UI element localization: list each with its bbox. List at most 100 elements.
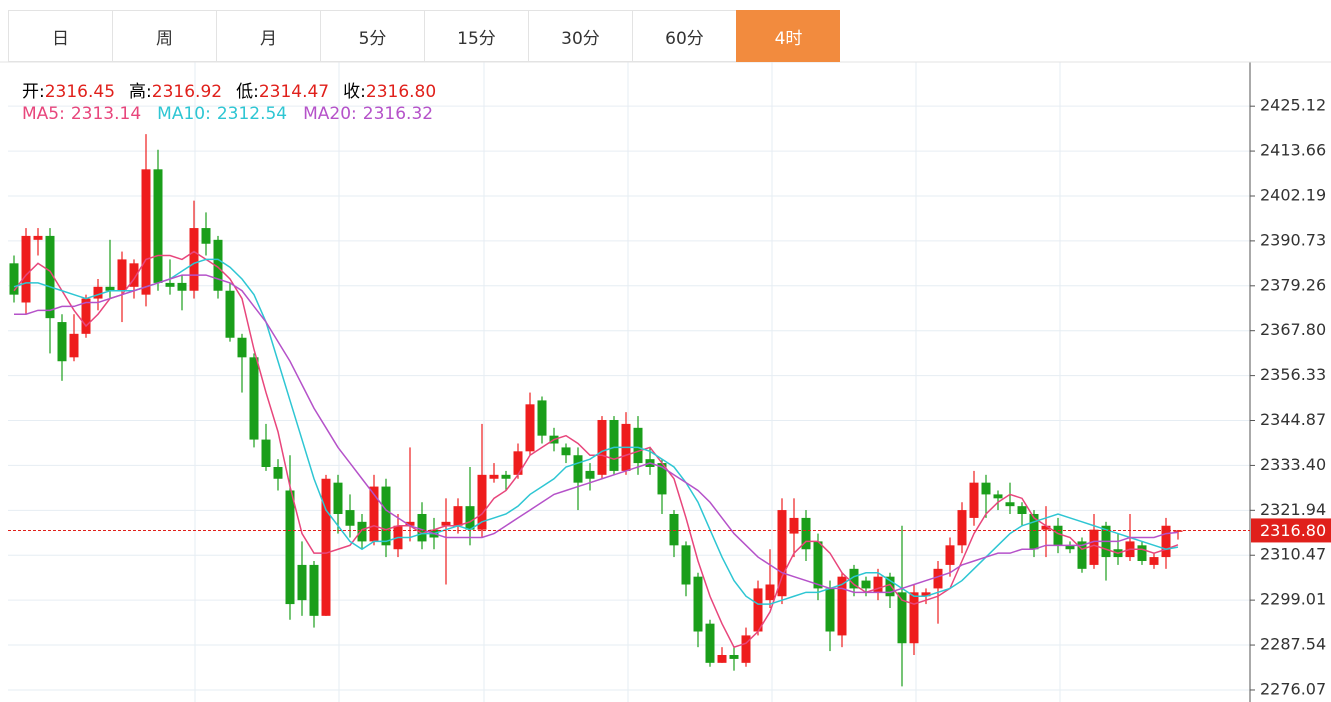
candle-body [441, 521, 451, 526]
candle-body [705, 623, 715, 663]
candle-body [633, 427, 643, 464]
info-label: 收: [343, 82, 366, 102]
candle-body [921, 592, 931, 597]
candle-body [1029, 513, 1039, 550]
candle-body [117, 259, 127, 291]
ma-legend: MA5: 2313.14 MA10: 2312.54 MA20: 2316.32 [22, 104, 449, 124]
candle-body [129, 263, 139, 287]
candle-body [465, 506, 475, 530]
candle-body [357, 521, 367, 542]
candle-body [21, 235, 31, 303]
candle-body [741, 635, 751, 663]
period-tab[interactable]: 周 [112, 10, 216, 62]
candle-body [1173, 530, 1183, 532]
candle-body [189, 228, 199, 291]
candle-body [165, 282, 175, 287]
candle-body [717, 654, 727, 663]
candle-body [321, 478, 331, 616]
candle-body [849, 568, 859, 589]
candle-body [573, 455, 583, 483]
info-label: 高: [129, 82, 152, 102]
candle-body [765, 584, 775, 601]
candle-body [729, 654, 739, 659]
candle-body [537, 400, 547, 436]
candle-body [285, 490, 295, 605]
info-value: 2316.92 [151, 82, 223, 102]
candle-body [501, 474, 511, 479]
candle-body [1065, 545, 1075, 550]
candle-body [753, 588, 763, 632]
period-tab[interactable]: 月 [216, 10, 320, 62]
ma-line [13, 258, 1179, 605]
y-tick-label: 2379.26 [1260, 275, 1326, 294]
candle-body [153, 169, 163, 283]
legend-value: 2313.14 [70, 104, 142, 124]
ohlc-info: 开:2316.45 高:2316.92 低:2314.47 收:2316.80 [22, 77, 450, 102]
legend-name: MA20: [303, 104, 357, 124]
candle-body [141, 169, 151, 295]
candle-body [933, 568, 943, 589]
candle-body [309, 564, 319, 616]
candle-body [105, 286, 115, 291]
period-tab[interactable]: 60分 [632, 10, 736, 62]
candle-body [897, 592, 907, 644]
candle-body [669, 513, 679, 546]
candle-body [1137, 545, 1147, 561]
legend-name: MA5: [22, 104, 65, 124]
info-value: 2316.45 [44, 82, 116, 102]
y-tick-label: 2344.87 [1260, 410, 1326, 429]
info-value: 2316.80 [365, 82, 437, 102]
ma-line [14, 274, 1179, 594]
candle-body [837, 576, 847, 636]
candle-body [561, 447, 571, 456]
legend-name: MA10: [157, 104, 211, 124]
candle-body [9, 263, 19, 295]
candle-body [57, 322, 67, 362]
candle-body [597, 419, 607, 475]
legend-value: 2312.54 [216, 104, 288, 124]
candle-body [1053, 525, 1063, 546]
y-tick-label: 2287.54 [1260, 635, 1326, 654]
info-label: 开: [22, 82, 45, 102]
candle-body [489, 474, 499, 479]
candle-body [825, 588, 835, 632]
candle-body [225, 290, 235, 338]
candle-body [45, 235, 55, 319]
candle-body [609, 419, 619, 471]
y-tick-label: 2310.47 [1260, 545, 1326, 564]
candle-body [585, 470, 595, 479]
ma-line [13, 250, 1179, 649]
candle-body [969, 482, 979, 518]
candle-body [993, 494, 1003, 499]
period-tab[interactable]: 15分 [424, 10, 528, 62]
y-tick-label: 2402.19 [1260, 185, 1326, 204]
candle-body [477, 474, 487, 530]
y-tick-label: 2356.33 [1260, 365, 1326, 384]
candle-body [417, 513, 427, 542]
y-tick-label: 2367.80 [1260, 320, 1326, 339]
legend-value: 2316.32 [362, 104, 434, 124]
candle-body [237, 337, 247, 358]
period-tab[interactable]: 5分 [320, 10, 424, 62]
candle-body [405, 521, 415, 526]
y-tick-label: 2276.07 [1260, 679, 1326, 698]
candle-body [1089, 529, 1099, 565]
candle-body [273, 466, 283, 479]
candle-body [345, 510, 355, 526]
period-tab[interactable]: 4时 [736, 10, 840, 62]
candle-body [909, 592, 919, 644]
candle-body [1161, 525, 1171, 558]
candle-body [777, 510, 787, 597]
y-tick-label: 2321.94 [1260, 500, 1326, 519]
candle-body [201, 228, 211, 244]
candle-body [297, 564, 307, 601]
candle-body [333, 482, 343, 514]
y-tick-label: 2390.73 [1260, 230, 1326, 249]
candle-body [801, 517, 811, 550]
candle-body [957, 510, 967, 546]
period-tab[interactable]: 30分 [528, 10, 632, 62]
candle-body [1017, 506, 1027, 514]
info-label: 低: [236, 82, 259, 102]
period-tab[interactable]: 日 [8, 10, 112, 62]
